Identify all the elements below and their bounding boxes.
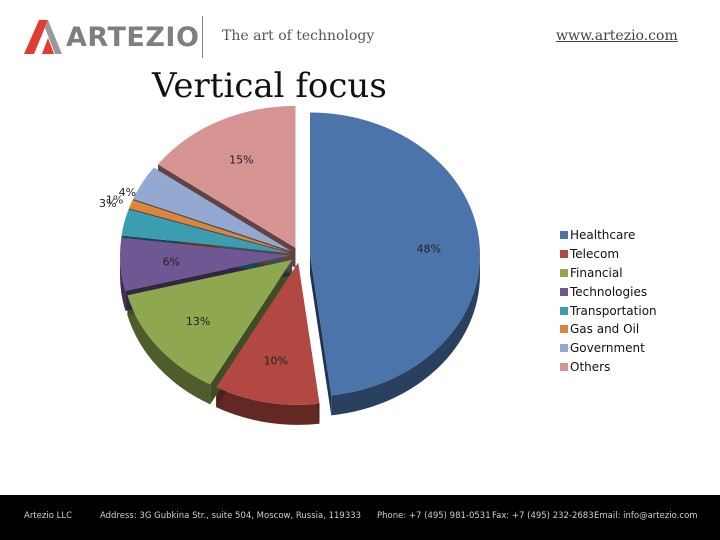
legend-swatch — [560, 362, 568, 371]
legend-item-healthcare: Healthcare — [560, 226, 657, 245]
data-label-technologies: 6% — [163, 256, 180, 269]
legend-label: Technologies — [570, 284, 648, 299]
legend-item-telecom: Telecom — [560, 245, 657, 264]
header-divider — [202, 16, 203, 58]
data-label-others: 15% — [229, 153, 253, 166]
legend-swatch — [560, 306, 568, 315]
legend-swatch — [560, 325, 568, 334]
footer-email[interactable]: Email: info@artezio.com — [594, 511, 698, 521]
legend-label: Government — [570, 341, 645, 356]
footer-phone: Phone: +7 (495) 981-0531 — [377, 511, 491, 521]
legend-item-others: Others — [560, 358, 657, 377]
pie-slice-technologies — [120, 237, 291, 291]
pie-slice-side-healthcare — [309, 254, 480, 416]
legend-item-transportation: Transportation — [560, 301, 657, 320]
legend-swatch — [560, 268, 568, 277]
website-link[interactable]: www.artezio.com — [556, 28, 678, 44]
chart-legend: Healthcare Telecom Financial Technologies Tr… — [560, 226, 657, 376]
legend-item-financial: Financial — [560, 264, 657, 283]
data-label-healthcare: 48% — [416, 242, 440, 255]
data-label-gas-and-oil: 1% — [106, 193, 123, 206]
logo-mark-icon — [24, 20, 62, 54]
legend-label: Others — [570, 359, 611, 374]
artezio-logo[interactable]: ARTEZIO — [24, 18, 199, 60]
footer: Artezio LLC Address: 3G Gubkina Str., su… — [0, 495, 720, 540]
legend-item-technologies: Technologies — [560, 282, 657, 301]
header: ARTEZIO The art of technology www.artezi… — [0, 0, 720, 70]
data-label-transportation: 3% — [99, 197, 116, 210]
data-label-financial: 13% — [186, 315, 210, 328]
pie-slice-others — [157, 105, 296, 248]
page-title: Vertical focus — [152, 66, 387, 106]
legend-swatch — [560, 344, 568, 353]
pie-slice-gas-and-oil — [128, 200, 291, 253]
legend-label: Financial — [570, 265, 623, 280]
legend-swatch — [560, 250, 568, 259]
pie-slice-financial — [127, 259, 293, 385]
legend-item-gas-and-oil: Gas and Oil — [560, 320, 657, 339]
footer-fax: Fax: +7 (495) 232-2683 — [492, 511, 594, 521]
footer-company: Artezio LLC — [24, 511, 73, 521]
pie-slice-telecom — [216, 262, 320, 405]
legend-label: Transportation — [570, 303, 657, 318]
legend-label: Telecom — [570, 247, 620, 262]
pie-slice-government — [133, 167, 292, 252]
legend-label: Gas and Oil — [570, 322, 640, 337]
data-label-government: 4% — [119, 186, 136, 199]
legend-label: Healthcare — [570, 228, 636, 243]
legend-swatch — [560, 287, 568, 296]
tagline: The art of technology — [222, 28, 375, 44]
data-label-telecom: 10% — [264, 355, 288, 368]
legend-item-government: Government — [560, 339, 657, 358]
pie-slice-transportation — [121, 209, 291, 254]
legend-swatch — [560, 231, 568, 240]
pie-slice-healthcare — [309, 112, 480, 396]
logo-wordmark: ARTEZIO — [66, 22, 200, 53]
footer-address: Address: 3G Gubkina Str., suite 504, Mos… — [100, 511, 362, 521]
